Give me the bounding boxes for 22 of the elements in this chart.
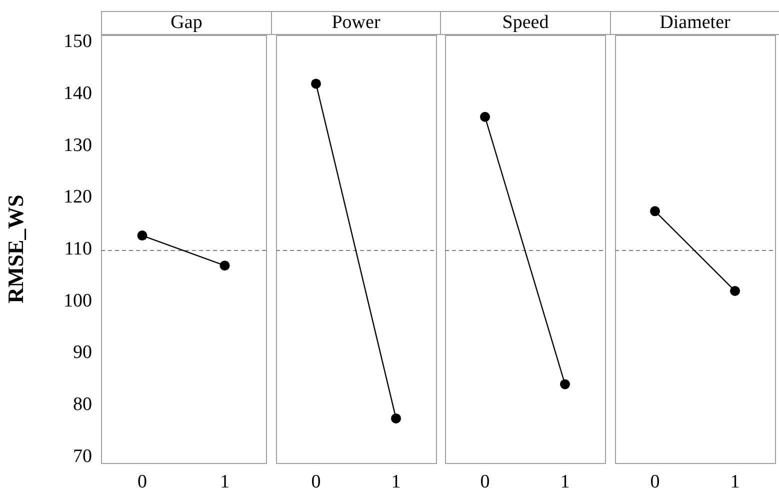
x-tick-label: 0 xyxy=(480,471,490,492)
chart-title: Gap xyxy=(101,11,272,35)
x-tick-label: 1 xyxy=(390,471,400,492)
x-tick-label: 1 xyxy=(220,471,230,492)
y-tick-label: 140 xyxy=(64,83,92,104)
x-tick-label: 0 xyxy=(650,471,660,492)
y-axis-title: RMSE_WS xyxy=(2,194,28,304)
x-tick-label: 0 xyxy=(138,471,147,492)
chart-title: Speed xyxy=(440,11,611,35)
y-tick-label: 110 xyxy=(64,238,92,260)
x-tick-label: 1 xyxy=(560,471,570,492)
y-tick-label: 100 xyxy=(64,290,92,312)
chart-title: Power xyxy=(270,11,442,35)
x-tick-label: 0 xyxy=(310,471,320,492)
y-tick-label: 120 xyxy=(64,186,92,208)
x-tick-label: 1 xyxy=(730,471,740,492)
y-tick-label: 150 xyxy=(64,31,92,52)
y-tick-label: 80 xyxy=(73,394,92,415)
y-tick-label: 130 xyxy=(64,134,92,156)
y-tick-label: 90 xyxy=(73,342,92,364)
y-tick-label: 70 xyxy=(73,446,92,467)
chart-title: Diameter xyxy=(610,11,779,35)
